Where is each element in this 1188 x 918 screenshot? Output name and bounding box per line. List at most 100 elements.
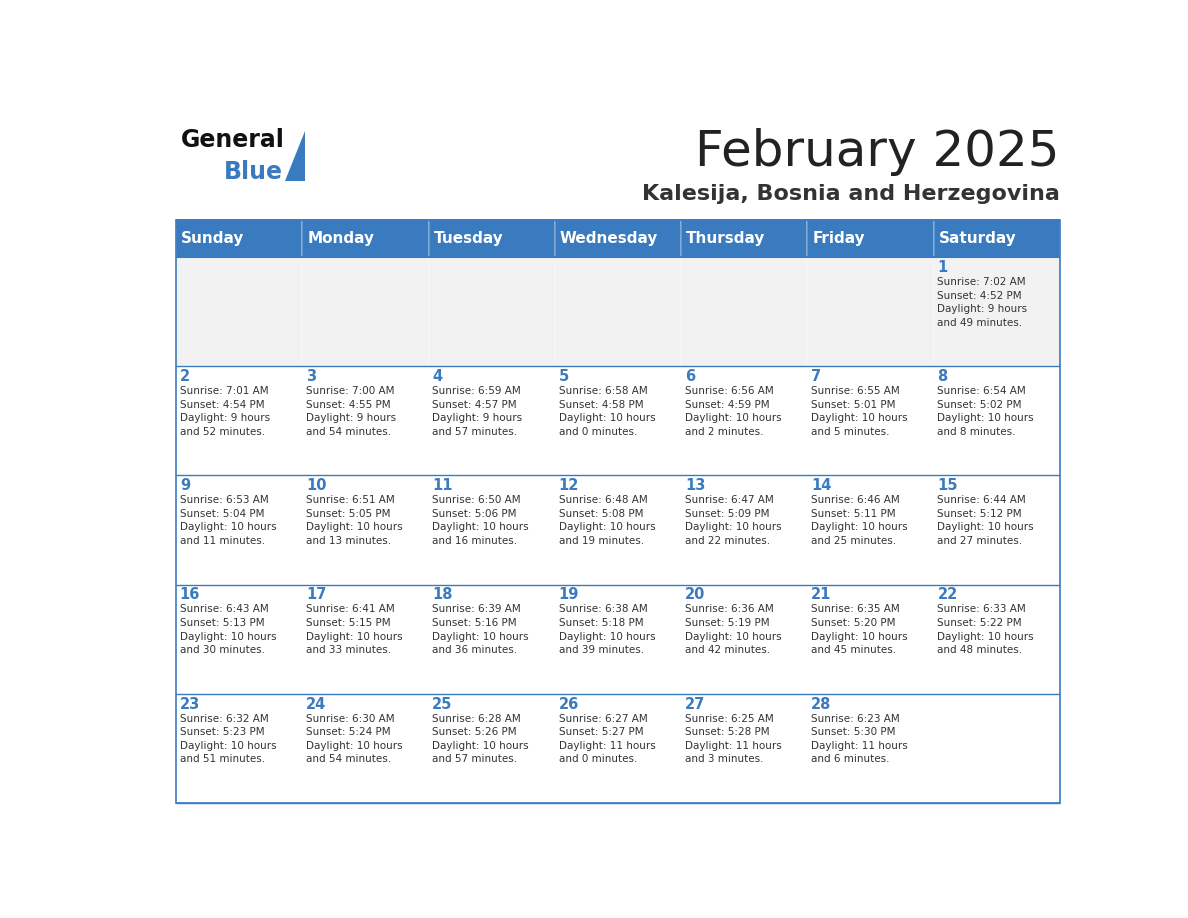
FancyBboxPatch shape [176,219,303,257]
FancyBboxPatch shape [303,219,429,257]
FancyBboxPatch shape [681,694,808,803]
Text: Sunrise: 6:38 AM
Sunset: 5:18 PM
Daylight: 10 hours
and 39 minutes.: Sunrise: 6:38 AM Sunset: 5:18 PM Dayligh… [558,604,656,655]
Text: Sunrise: 6:39 AM
Sunset: 5:16 PM
Daylight: 10 hours
and 36 minutes.: Sunrise: 6:39 AM Sunset: 5:16 PM Dayligh… [432,604,529,655]
FancyBboxPatch shape [681,366,808,476]
FancyBboxPatch shape [555,219,681,257]
Text: Sunrise: 6:47 AM
Sunset: 5:09 PM
Daylight: 10 hours
and 22 minutes.: Sunrise: 6:47 AM Sunset: 5:09 PM Dayligh… [684,495,782,546]
FancyBboxPatch shape [808,257,934,366]
Text: 28: 28 [811,697,832,711]
Text: 21: 21 [811,588,832,602]
FancyBboxPatch shape [934,694,1060,803]
Text: Sunrise: 6:50 AM
Sunset: 5:06 PM
Daylight: 10 hours
and 16 minutes.: Sunrise: 6:50 AM Sunset: 5:06 PM Dayligh… [432,495,529,546]
Text: Sunrise: 6:33 AM
Sunset: 5:22 PM
Daylight: 10 hours
and 48 minutes.: Sunrise: 6:33 AM Sunset: 5:22 PM Dayligh… [937,604,1034,655]
Text: Thursday: Thursday [687,231,765,246]
FancyBboxPatch shape [555,476,681,585]
Text: 3: 3 [307,369,316,384]
Text: Sunrise: 6:27 AM
Sunset: 5:27 PM
Daylight: 11 hours
and 0 minutes.: Sunrise: 6:27 AM Sunset: 5:27 PM Dayligh… [558,713,656,765]
FancyBboxPatch shape [934,476,1060,585]
Text: 8: 8 [937,369,948,384]
Text: Sunrise: 6:46 AM
Sunset: 5:11 PM
Daylight: 10 hours
and 25 minutes.: Sunrise: 6:46 AM Sunset: 5:11 PM Dayligh… [811,495,908,546]
FancyBboxPatch shape [429,257,555,366]
Text: Sunrise: 7:02 AM
Sunset: 4:52 PM
Daylight: 9 hours
and 49 minutes.: Sunrise: 7:02 AM Sunset: 4:52 PM Dayligh… [937,277,1028,328]
Text: Kalesija, Bosnia and Herzegovina: Kalesija, Bosnia and Herzegovina [643,185,1060,205]
Text: Friday: Friday [813,231,865,246]
Text: Sunrise: 6:48 AM
Sunset: 5:08 PM
Daylight: 10 hours
and 19 minutes.: Sunrise: 6:48 AM Sunset: 5:08 PM Dayligh… [558,495,656,546]
FancyBboxPatch shape [303,694,429,803]
FancyBboxPatch shape [681,476,808,585]
FancyBboxPatch shape [176,694,303,803]
Text: 27: 27 [684,697,706,711]
Text: Sunrise: 6:30 AM
Sunset: 5:24 PM
Daylight: 10 hours
and 54 minutes.: Sunrise: 6:30 AM Sunset: 5:24 PM Dayligh… [307,713,403,765]
FancyBboxPatch shape [555,585,681,694]
FancyBboxPatch shape [934,257,1060,366]
FancyBboxPatch shape [429,694,555,803]
FancyBboxPatch shape [176,257,303,366]
FancyBboxPatch shape [681,585,808,694]
Text: Blue: Blue [225,160,283,184]
FancyBboxPatch shape [681,219,808,257]
Text: 17: 17 [307,588,327,602]
Text: 26: 26 [558,697,579,711]
Text: 16: 16 [179,588,201,602]
Text: February 2025: February 2025 [695,128,1060,176]
Text: 9: 9 [179,478,190,493]
FancyBboxPatch shape [808,219,934,257]
Polygon shape [285,131,305,181]
Text: 15: 15 [937,478,958,493]
Text: Sunrise: 6:32 AM
Sunset: 5:23 PM
Daylight: 10 hours
and 51 minutes.: Sunrise: 6:32 AM Sunset: 5:23 PM Dayligh… [179,713,277,765]
Text: Sunrise: 6:28 AM
Sunset: 5:26 PM
Daylight: 10 hours
and 57 minutes.: Sunrise: 6:28 AM Sunset: 5:26 PM Dayligh… [432,713,529,765]
Text: Sunrise: 6:35 AM
Sunset: 5:20 PM
Daylight: 10 hours
and 45 minutes.: Sunrise: 6:35 AM Sunset: 5:20 PM Dayligh… [811,604,908,655]
FancyBboxPatch shape [429,476,555,585]
FancyBboxPatch shape [808,585,934,694]
Text: 20: 20 [684,588,706,602]
Text: Sunrise: 6:41 AM
Sunset: 5:15 PM
Daylight: 10 hours
and 33 minutes.: Sunrise: 6:41 AM Sunset: 5:15 PM Dayligh… [307,604,403,655]
Text: Sunrise: 6:43 AM
Sunset: 5:13 PM
Daylight: 10 hours
and 30 minutes.: Sunrise: 6:43 AM Sunset: 5:13 PM Dayligh… [179,604,277,655]
Text: 6: 6 [684,369,695,384]
FancyBboxPatch shape [176,366,303,476]
FancyBboxPatch shape [681,257,808,366]
Text: Sunrise: 6:55 AM
Sunset: 5:01 PM
Daylight: 10 hours
and 5 minutes.: Sunrise: 6:55 AM Sunset: 5:01 PM Dayligh… [811,386,908,437]
Text: 24: 24 [307,697,327,711]
Text: Sunrise: 6:56 AM
Sunset: 4:59 PM
Daylight: 10 hours
and 2 minutes.: Sunrise: 6:56 AM Sunset: 4:59 PM Dayligh… [684,386,782,437]
Text: 7: 7 [811,369,821,384]
Text: 4: 4 [432,369,442,384]
Text: Tuesday: Tuesday [434,231,504,246]
Text: 19: 19 [558,588,579,602]
Text: 25: 25 [432,697,453,711]
Text: 12: 12 [558,478,579,493]
Text: 11: 11 [432,478,453,493]
Text: 18: 18 [432,588,453,602]
Text: Sunrise: 6:58 AM
Sunset: 4:58 PM
Daylight: 10 hours
and 0 minutes.: Sunrise: 6:58 AM Sunset: 4:58 PM Dayligh… [558,386,656,437]
FancyBboxPatch shape [429,585,555,694]
FancyBboxPatch shape [429,219,555,257]
Text: Sunday: Sunday [182,231,245,246]
FancyBboxPatch shape [934,219,1060,257]
Text: 5: 5 [558,369,569,384]
FancyBboxPatch shape [303,476,429,585]
Text: Sunrise: 6:23 AM
Sunset: 5:30 PM
Daylight: 11 hours
and 6 minutes.: Sunrise: 6:23 AM Sunset: 5:30 PM Dayligh… [811,713,908,765]
FancyBboxPatch shape [808,366,934,476]
Text: Wednesday: Wednesday [560,231,658,246]
FancyBboxPatch shape [934,585,1060,694]
FancyBboxPatch shape [303,366,429,476]
Text: Sunrise: 6:54 AM
Sunset: 5:02 PM
Daylight: 10 hours
and 8 minutes.: Sunrise: 6:54 AM Sunset: 5:02 PM Dayligh… [937,386,1034,437]
Text: Sunrise: 6:44 AM
Sunset: 5:12 PM
Daylight: 10 hours
and 27 minutes.: Sunrise: 6:44 AM Sunset: 5:12 PM Dayligh… [937,495,1034,546]
Text: Monday: Monday [308,231,374,246]
FancyBboxPatch shape [808,694,934,803]
FancyBboxPatch shape [555,257,681,366]
Text: 23: 23 [179,697,200,711]
Text: 13: 13 [684,478,706,493]
FancyBboxPatch shape [808,476,934,585]
FancyBboxPatch shape [555,366,681,476]
Text: 2: 2 [179,369,190,384]
Text: Sunrise: 6:59 AM
Sunset: 4:57 PM
Daylight: 9 hours
and 57 minutes.: Sunrise: 6:59 AM Sunset: 4:57 PM Dayligh… [432,386,523,437]
Text: General: General [181,128,285,151]
FancyBboxPatch shape [176,476,303,585]
Text: Sunrise: 6:36 AM
Sunset: 5:19 PM
Daylight: 10 hours
and 42 minutes.: Sunrise: 6:36 AM Sunset: 5:19 PM Dayligh… [684,604,782,655]
Text: Sunrise: 6:25 AM
Sunset: 5:28 PM
Daylight: 11 hours
and 3 minutes.: Sunrise: 6:25 AM Sunset: 5:28 PM Dayligh… [684,713,782,765]
Text: Sunrise: 7:01 AM
Sunset: 4:54 PM
Daylight: 9 hours
and 52 minutes.: Sunrise: 7:01 AM Sunset: 4:54 PM Dayligh… [179,386,270,437]
Text: 22: 22 [937,588,958,602]
FancyBboxPatch shape [555,694,681,803]
Text: Sunrise: 7:00 AM
Sunset: 4:55 PM
Daylight: 9 hours
and 54 minutes.: Sunrise: 7:00 AM Sunset: 4:55 PM Dayligh… [307,386,396,437]
FancyBboxPatch shape [303,257,429,366]
